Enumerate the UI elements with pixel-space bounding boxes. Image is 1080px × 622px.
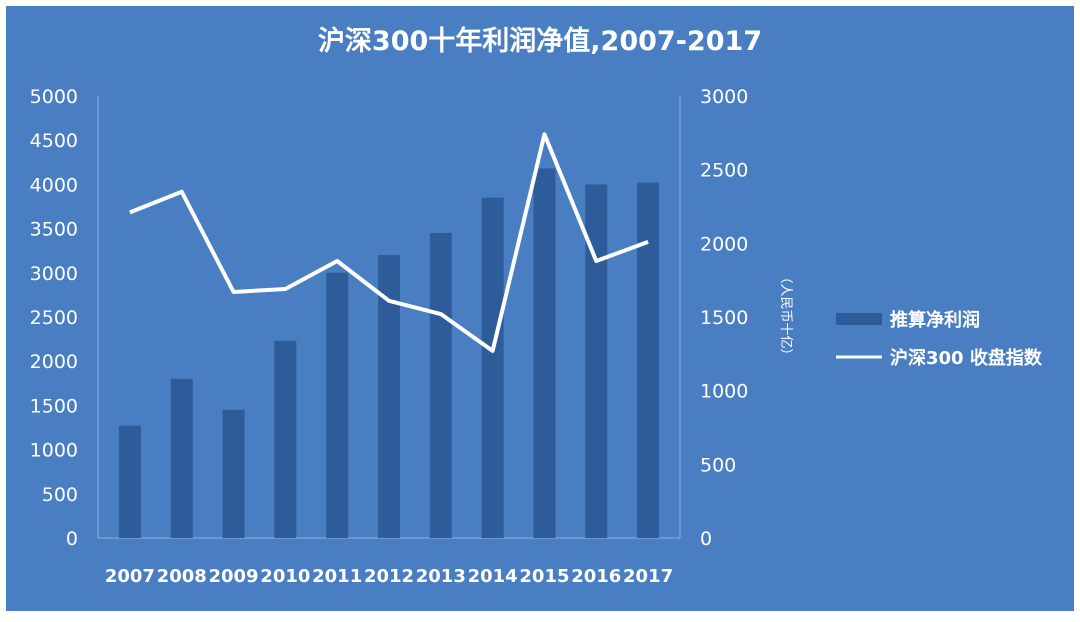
bar xyxy=(585,184,608,538)
bar xyxy=(533,168,556,538)
right-tick-label: 0 xyxy=(700,528,712,550)
right-axis-label: （人民币十亿） xyxy=(778,270,793,361)
x-tick-label: 2010 xyxy=(260,566,310,587)
x-tick-label: 2013 xyxy=(416,566,466,587)
left-tick-label: 4500 xyxy=(30,130,78,152)
bar xyxy=(326,272,349,538)
right-tick-label: 2000 xyxy=(700,233,748,255)
bar-series xyxy=(118,168,660,538)
x-tick-label: 2012 xyxy=(364,566,414,587)
legend: 推算净利润 沪深300 收盘指数 xyxy=(836,309,1043,369)
bar xyxy=(429,233,452,538)
bar xyxy=(118,425,141,538)
left-tick-label: 3500 xyxy=(30,219,78,241)
left-tick-label: 1500 xyxy=(30,395,78,417)
x-tick-label: 2011 xyxy=(312,566,362,587)
left-tick-label: 500 xyxy=(42,484,78,506)
legend-line-label: 沪深300 收盘指数 xyxy=(890,347,1043,369)
right-tick-label: 1000 xyxy=(700,381,748,403)
left-tick-label: 2000 xyxy=(30,351,78,373)
legend-bar-swatch xyxy=(836,313,882,325)
x-tick-label: 2007 xyxy=(105,566,155,587)
right-tick-label: 500 xyxy=(700,454,736,476)
left-tick-label: 4000 xyxy=(30,174,78,196)
right-tick-label: 3000 xyxy=(700,86,748,108)
line-series xyxy=(129,132,649,353)
x-axis-tick-labels: 2007 2008 2009 2010 2011 2012 2013 2014 2015 2016… xyxy=(105,566,673,587)
bar xyxy=(481,197,504,538)
bar xyxy=(170,378,193,538)
chart-title: 沪深300十年利润净值,2007-2017 xyxy=(318,25,762,57)
left-tick-label: 1000 xyxy=(30,440,78,462)
x-tick-label: 2014 xyxy=(468,566,518,587)
left-axis-tick-labels: 0 500 1000 1500 2000 2500 3000 3500 4000 4500 5000 xyxy=(30,86,78,550)
right-axis-tick-labels: 0 500 1000 1500 2000 2500 3000 xyxy=(700,86,748,550)
bar xyxy=(378,255,400,538)
bar xyxy=(222,409,245,538)
bar xyxy=(637,182,660,538)
right-tick-label: 2500 xyxy=(700,160,748,182)
left-tick-label: 0 xyxy=(66,528,78,550)
bar xyxy=(274,340,297,538)
right-tick-label: 1500 xyxy=(700,307,748,329)
x-tick-label: 2008 xyxy=(157,566,207,587)
x-tick-label: 2009 xyxy=(208,566,258,587)
left-tick-label: 3000 xyxy=(30,263,78,285)
x-tick-label: 2017 xyxy=(623,566,673,587)
x-tick-label: 2015 xyxy=(519,566,569,587)
x-tick-label: 2016 xyxy=(571,566,621,587)
legend-bar-label: 推算净利润 xyxy=(890,309,980,331)
left-tick-label: 2500 xyxy=(30,307,78,329)
left-tick-label: 5000 xyxy=(30,86,78,108)
